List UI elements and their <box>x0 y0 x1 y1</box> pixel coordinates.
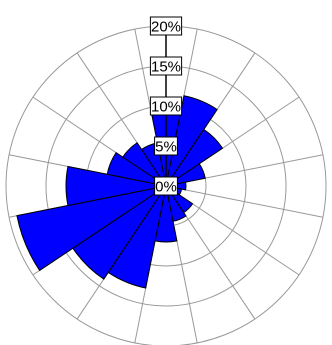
rose-petal-11 <box>16 185 167 272</box>
axis-layer: 0% 5% 10% 15% 20% <box>149 16 183 196</box>
bars-layer <box>16 95 224 289</box>
radial-tick-5: 5% <box>154 136 178 156</box>
radial-tick-label-15: 15% <box>151 59 181 76</box>
radial-tick-box-20 <box>149 16 183 36</box>
radial-tick-label-0: 0% <box>155 179 177 196</box>
radial-tick-box-5 <box>154 136 178 156</box>
grid-spoke-4 <box>165 185 324 218</box>
radial-tick-box-15 <box>149 56 183 76</box>
rose-petal-12 <box>65 165 167 207</box>
rose-petal-2 <box>165 128 224 187</box>
radial-tick-label-10: 10% <box>151 99 181 116</box>
rose-petal-1 <box>165 95 218 187</box>
radial-tick-box-0 <box>154 176 178 196</box>
radial-tick-box-10 <box>149 96 183 116</box>
radial-tick-15: 15% <box>149 56 183 76</box>
radial-tick-10: 10% <box>149 96 183 116</box>
radial-tick-0: 0% <box>154 176 178 196</box>
radial-tick-label-5: 5% <box>155 139 177 156</box>
radial-tick-label-20: 20% <box>151 19 181 36</box>
rose-petal-14 <box>122 142 167 187</box>
radial-tick-20: 20% <box>149 16 183 36</box>
rose-petal-13 <box>106 151 167 187</box>
